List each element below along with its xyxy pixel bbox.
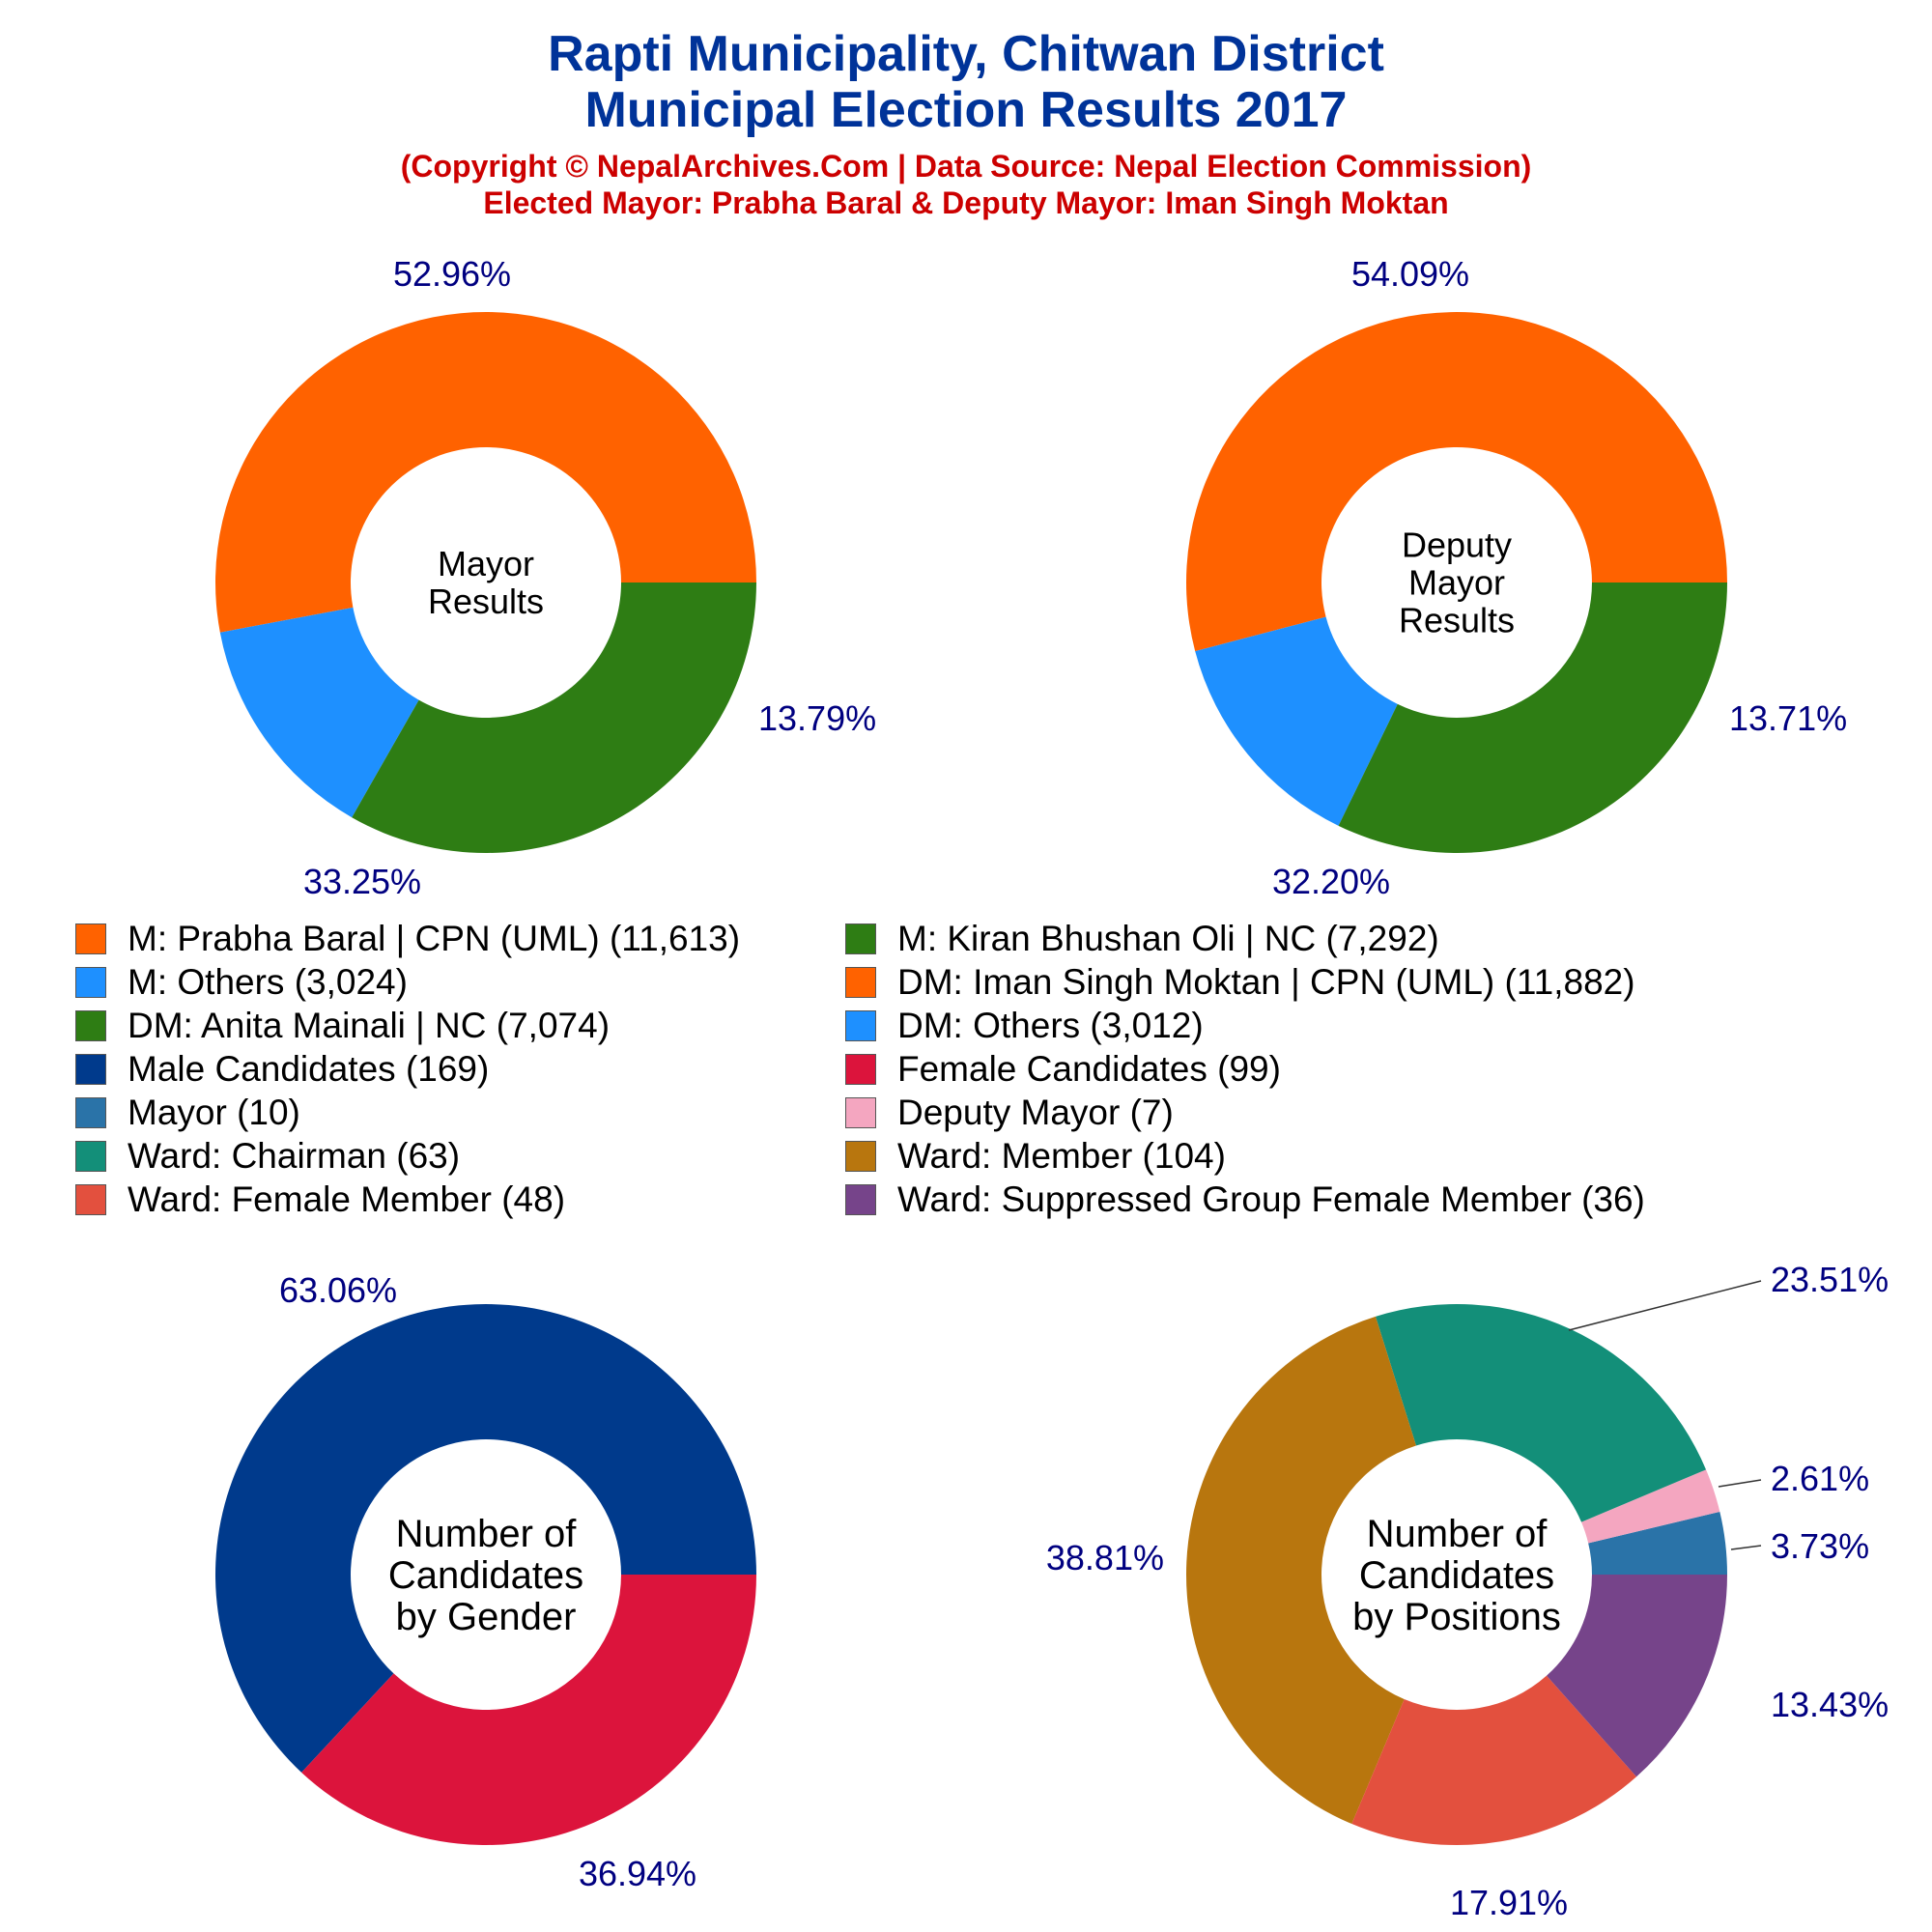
donut-slice — [352, 582, 756, 853]
donut-slice — [219, 607, 419, 818]
donut-slice — [1351, 1675, 1637, 1846]
legend-swatch — [75, 1097, 106, 1128]
legend-label: Ward: Suppressed Group Female Member (36… — [897, 1179, 1645, 1219]
legend-item: Deputy Mayor (7) — [845, 1092, 1174, 1134]
donut-slice — [1375, 1304, 1707, 1522]
legend-item: DM: Others (3,012) — [845, 1005, 1204, 1047]
legend-item: Ward: Chairman (63) — [75, 1135, 460, 1178]
donut-slice — [214, 1304, 756, 1773]
label-leader-line — [1568, 1280, 1762, 1331]
legend-swatch — [75, 1184, 106, 1215]
legend-item: M: Others (3,024) — [75, 961, 408, 1004]
donut-slice — [214, 312, 756, 633]
donut-slice — [301, 1575, 756, 1845]
donut-slice — [1547, 1575, 1727, 1777]
slice-percent-label: 2.61% — [1771, 1459, 1869, 1498]
legend-item: Male Candidates (169) — [75, 1048, 489, 1091]
legend-label: Female Candidates (99) — [897, 1049, 1281, 1089]
legend-label: Ward: Female Member (48) — [128, 1179, 566, 1219]
donut-center-label: Mayor — [1408, 563, 1505, 603]
slice-percent-label: 3.73% — [1771, 1526, 1869, 1566]
donut-slice — [1588, 1511, 1727, 1575]
legend-label: Deputy Mayor (7) — [897, 1093, 1174, 1132]
donut-center-label: Results — [428, 582, 544, 621]
donut-slice — [1195, 616, 1398, 826]
legend-item: M: Prabha Baral | CPN (UML) (11,613) — [75, 918, 740, 960]
donut-center-label: Candidates — [1359, 1554, 1554, 1597]
legend-label: DM: Others (3,012) — [897, 1006, 1204, 1045]
slice-percent-label: 13.71% — [1729, 698, 1847, 738]
legend-label: M: Others (3,024) — [128, 962, 408, 1002]
donut-slice — [1581, 1469, 1720, 1544]
legend-swatch — [845, 1097, 876, 1128]
chart-title-line-1: Rapti Municipality, Chitwan District — [548, 26, 1384, 82]
legend-item: M: Kiran Bhushan Oli | NC (7,292) — [845, 918, 1439, 960]
donut-center-label: Results — [1399, 600, 1515, 639]
legend-label: Mayor (10) — [128, 1093, 300, 1132]
donut-slice — [1338, 582, 1727, 853]
slice-percent-label: 32.20% — [1272, 862, 1390, 901]
legend-label: DM: Anita Mainali | NC (7,074) — [128, 1006, 611, 1045]
legend-swatch — [75, 1141, 106, 1172]
legend-swatch — [845, 923, 876, 954]
label-leader-line — [1730, 1545, 1762, 1550]
legend-swatch — [845, 1054, 876, 1085]
legend-label: M: Prabha Baral | CPN (UML) (11,613) — [128, 919, 741, 958]
label-leader-line — [1718, 1479, 1762, 1488]
legend-swatch — [75, 1010, 106, 1041]
donut-center-label: Number of — [1367, 1513, 1548, 1555]
slice-percent-label: 36.94% — [579, 1854, 696, 1893]
donut-center-label: Candidates — [388, 1554, 583, 1597]
slice-percent-label: 13.79% — [758, 698, 876, 738]
legend-swatch — [75, 923, 106, 954]
slice-percent-label: 13.43% — [1771, 1685, 1889, 1724]
legend-swatch — [845, 1141, 876, 1172]
donut-slice — [1186, 1316, 1416, 1825]
slice-percent-label: 52.96% — [393, 254, 511, 294]
legend-swatch — [845, 1010, 876, 1041]
legend-item: Mayor (10) — [75, 1092, 300, 1134]
legend-item: Ward: Female Member (48) — [75, 1179, 565, 1221]
donut-chart: 3.73% 2.61% 23.51% 38.81% 17.91% 13.43% Number… — [1046, 1260, 1889, 1922]
slice-percent-label: 38.81% — [1046, 1538, 1164, 1577]
copyright-note: (Copyright © NepalArchives.Com | Data So… — [400, 149, 1532, 184]
legend-swatch — [845, 1184, 876, 1215]
donut-center-label: Mayor — [438, 544, 534, 583]
legend-label: M: Kiran Bhushan Oli | NC (7,292) — [897, 919, 1439, 958]
donut-slice — [1186, 312, 1727, 652]
chart-title-line-2: Municipal Election Results 2017 — [584, 82, 1348, 138]
legend-item: DM: Iman Singh Moktan | CPN (UML) (11,88… — [845, 961, 1635, 1004]
legend-item: Ward: Member (104) — [845, 1135, 1226, 1178]
legend-swatch — [845, 967, 876, 998]
donut-center-label: by Positions — [1352, 1596, 1561, 1638]
slice-percent-label: 63.06% — [279, 1270, 397, 1310]
legend-label: Male Candidates (169) — [128, 1049, 490, 1089]
elected-officials-note: Elected Mayor: Prabha Baral & Deputy May… — [483, 185, 1449, 220]
legend-label: DM: Iman Singh Moktan | CPN (UML) (11,88… — [897, 962, 1635, 1002]
legend-item: Female Candidates (99) — [845, 1048, 1281, 1091]
legend-swatch — [75, 1054, 106, 1085]
legend-swatch — [75, 967, 106, 998]
legend-label: Ward: Member (104) — [897, 1136, 1226, 1176]
slice-percent-label: 17.91% — [1450, 1883, 1568, 1922]
donut-center-label: Deputy — [1402, 526, 1512, 565]
slice-percent-label: 33.25% — [303, 862, 421, 901]
donut-center-label: by Gender — [396, 1596, 577, 1638]
legend-item: Ward: Suppressed Group Female Member (36… — [845, 1179, 1645, 1221]
legend-label: Ward: Chairman (63) — [128, 1136, 461, 1176]
slice-percent-label: 23.51% — [1771, 1260, 1889, 1299]
slice-percent-label: 54.09% — [1351, 254, 1469, 294]
donut-center-label: Number of — [396, 1513, 578, 1555]
legend-item: DM: Anita Mainali | NC (7,074) — [75, 1005, 610, 1047]
